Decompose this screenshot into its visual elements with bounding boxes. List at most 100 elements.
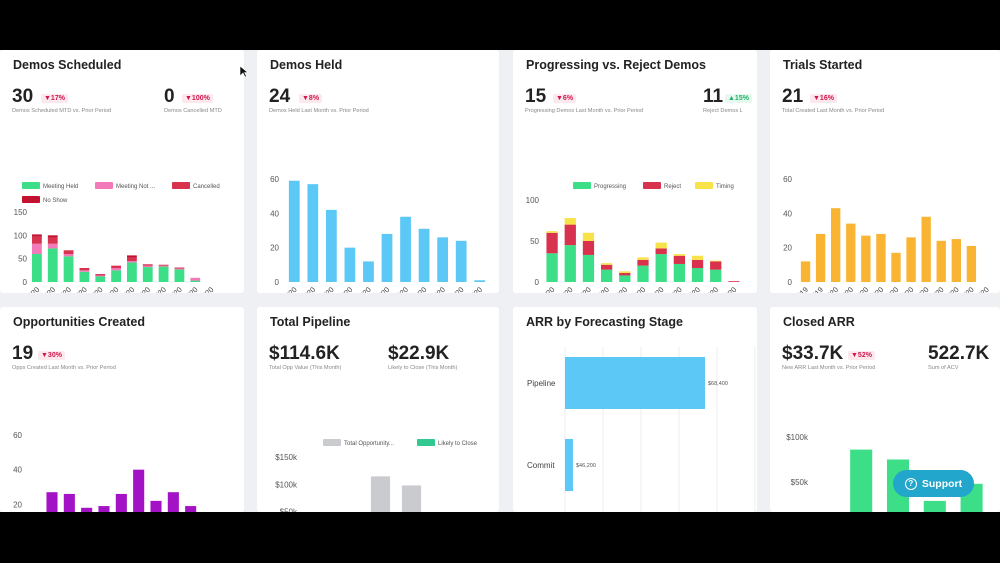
bar: [565, 439, 573, 491]
kpi-badge: ▼8%: [299, 94, 323, 103]
bar: [601, 263, 613, 265]
y-tick-label: 50: [530, 237, 539, 246]
kpi-label: Demos Scheduled MTD vs. Prior Period: [12, 108, 112, 114]
card-trials-started: Trials Started 21 ▼16% Total Created Las…: [770, 50, 1000, 293]
bar: [127, 255, 137, 258]
x-tick-label: Jul '20: [115, 285, 137, 293]
card-progressing-vs-reject: Progressing vs. Reject Demos 15 ▼6% Prog…: [513, 50, 757, 293]
kpi-value: $33.7K: [782, 343, 844, 364]
bar: [564, 224, 576, 246]
bar: [63, 493, 75, 512]
bar: [582, 254, 595, 282]
card-total-pipeline: Total Pipeline $114.6K Total Opp Value (…: [257, 307, 499, 512]
bar: [710, 260, 722, 262]
bar: [79, 268, 90, 271]
bar: [876, 233, 886, 282]
kpi-label: Progressing Demos Last Month vs. Prior P…: [525, 108, 644, 114]
y-tick-label: 20: [13, 500, 22, 509]
bar: [174, 269, 185, 282]
bar: [637, 259, 649, 266]
y-tick-label: 60: [783, 175, 792, 184]
bar: [111, 268, 121, 271]
card-title: Closed ARR: [783, 315, 855, 329]
legend-swatch: [95, 182, 113, 189]
x-tick-label: Oct '20: [443, 285, 466, 293]
bar: [32, 236, 42, 244]
bar: [127, 261, 137, 263]
card-title: Trials Started: [783, 58, 863, 72]
mouse-cursor-icon: [239, 65, 249, 78]
bar: [891, 252, 901, 282]
bar: [728, 281, 740, 282]
bar: [142, 264, 153, 266]
bar: [190, 280, 201, 282]
y-tick-label: 60: [270, 175, 279, 184]
legend-swatch: [172, 182, 190, 189]
x-tick-label: Oct '20: [161, 285, 184, 293]
card-title: Opportunities Created: [13, 315, 145, 329]
bar: [951, 239, 961, 282]
bar: [418, 228, 430, 282]
kpi-label: Demos Cancelled MTD: [164, 108, 222, 114]
legend-label: No Show: [43, 198, 68, 204]
x-tick-label: Jan '20: [18, 285, 41, 293]
card-demos-held: Demos Held 24 ▼8% Demos Held Last Month …: [257, 50, 499, 293]
legend-swatch: [417, 439, 435, 446]
chart: 0 50 100 150 Meeting Held Meeting Not ... Canc…: [14, 182, 220, 293]
support-button[interactable]: ? Support: [893, 470, 974, 497]
legend-label: Cancelled: [193, 184, 220, 190]
bar: [966, 245, 977, 282]
kpi-value: 522.7K: [928, 343, 990, 364]
x-tick-label: Oct '20: [953, 285, 976, 293]
y-tick-label: 100: [526, 196, 540, 205]
y-tick-label: 150: [14, 208, 28, 217]
bar: [601, 269, 613, 282]
y-tick-label: 40: [783, 209, 792, 218]
x-tick-label: Jun '20: [892, 285, 915, 293]
legend-swatch: [323, 439, 341, 446]
bar: [142, 265, 153, 268]
bar: [850, 449, 873, 512]
kpi-label: Total Created Last Month vs. Prior Perio…: [782, 108, 885, 114]
bar: [637, 257, 649, 260]
bar: [921, 216, 931, 282]
legend-label: Total Opportunity...: [344, 441, 394, 447]
bar: [288, 180, 300, 282]
card-demos-scheduled: Demos Scheduled 30 ▼17% Demos Scheduled …: [0, 50, 244, 293]
bar: [619, 275, 631, 282]
bar: [455, 240, 467, 282]
legend-swatch: [22, 196, 40, 203]
y-tick-label: $50k: [280, 508, 298, 512]
bar: [111, 270, 121, 282]
kpi-value: 15: [525, 86, 547, 107]
bar: [655, 242, 667, 249]
kpi-value: 11: [703, 86, 724, 107]
y-tick-label: $50k: [791, 478, 809, 487]
bar: [127, 257, 137, 261]
legend-label: Progressing: [594, 184, 626, 190]
bar: [63, 250, 74, 254]
y-category-label: Commit: [527, 461, 555, 470]
y-tick-label: 20: [270, 244, 279, 253]
bar: [831, 208, 841, 282]
bar: [158, 264, 169, 266]
bar: [158, 266, 169, 282]
bar: [564, 218, 576, 225]
bar: [325, 209, 337, 282]
bar: [437, 237, 449, 282]
bar: [363, 261, 374, 282]
bar: [861, 235, 871, 282]
legend-swatch: [573, 182, 591, 189]
y-tick-label: $100k: [786, 433, 809, 442]
bar: [546, 253, 558, 282]
bar: [582, 232, 595, 241]
x-tick-label: Jan '20: [533, 285, 556, 293]
bar: [344, 247, 356, 282]
legend-label: Meeting Not ...: [116, 184, 155, 190]
question-icon: ?: [904, 477, 917, 490]
bar: [582, 241, 595, 255]
bar: [47, 248, 58, 282]
y-tick-label: $100k: [275, 480, 298, 489]
